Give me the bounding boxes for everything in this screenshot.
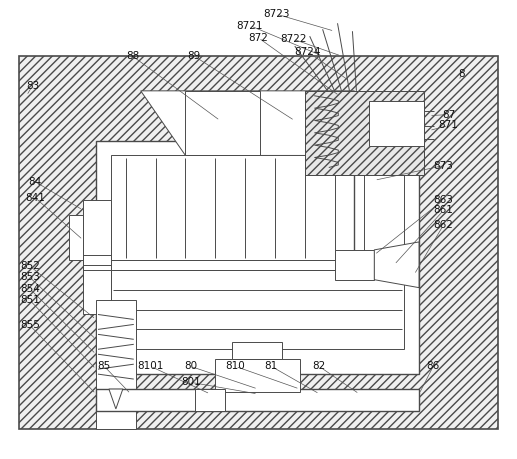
Polygon shape <box>141 91 355 156</box>
Bar <box>215 359 300 392</box>
Bar <box>83 200 111 314</box>
Text: 85: 85 <box>98 361 111 371</box>
Text: 801: 801 <box>181 377 201 387</box>
Bar <box>195 389 225 411</box>
Bar <box>96 140 419 374</box>
Bar <box>232 342 282 359</box>
Bar <box>69 215 83 260</box>
Text: 8721: 8721 <box>236 21 263 31</box>
Bar <box>20 56 497 429</box>
Text: 8101: 8101 <box>138 361 164 371</box>
Bar <box>111 260 404 349</box>
Text: 82: 82 <box>312 361 326 371</box>
Bar <box>96 389 136 429</box>
Text: 853: 853 <box>20 272 40 282</box>
Text: 8723: 8723 <box>263 9 290 19</box>
Text: 863: 863 <box>434 195 453 205</box>
Bar <box>369 101 424 146</box>
Text: 871: 871 <box>439 120 459 130</box>
Text: 81: 81 <box>265 361 278 371</box>
Polygon shape <box>374 242 419 288</box>
Text: 810: 810 <box>225 361 245 371</box>
Text: 86: 86 <box>427 361 440 371</box>
Text: 83: 83 <box>26 81 39 91</box>
Polygon shape <box>109 389 123 409</box>
Text: 873: 873 <box>434 161 453 171</box>
Text: 852: 852 <box>20 261 40 271</box>
Text: 88: 88 <box>126 51 139 61</box>
Bar <box>305 91 424 175</box>
Bar <box>186 91 260 156</box>
Text: 87: 87 <box>442 110 455 119</box>
Text: 862: 862 <box>434 220 453 230</box>
Text: 841: 841 <box>25 193 45 202</box>
Text: 84: 84 <box>28 177 41 187</box>
Text: 8724: 8724 <box>294 46 321 56</box>
Bar <box>305 91 424 175</box>
Text: 855: 855 <box>20 320 40 330</box>
Text: 861: 861 <box>434 205 453 215</box>
Bar <box>96 389 419 411</box>
Text: 8: 8 <box>458 69 465 79</box>
Bar <box>111 156 404 260</box>
Bar <box>96 300 136 389</box>
Bar <box>334 250 374 280</box>
Text: 872: 872 <box>249 33 268 43</box>
Text: 89: 89 <box>188 51 201 61</box>
Text: 80: 80 <box>184 361 197 371</box>
Text: 854: 854 <box>20 284 40 294</box>
Text: 851: 851 <box>20 295 40 305</box>
Text: 8722: 8722 <box>280 34 307 44</box>
